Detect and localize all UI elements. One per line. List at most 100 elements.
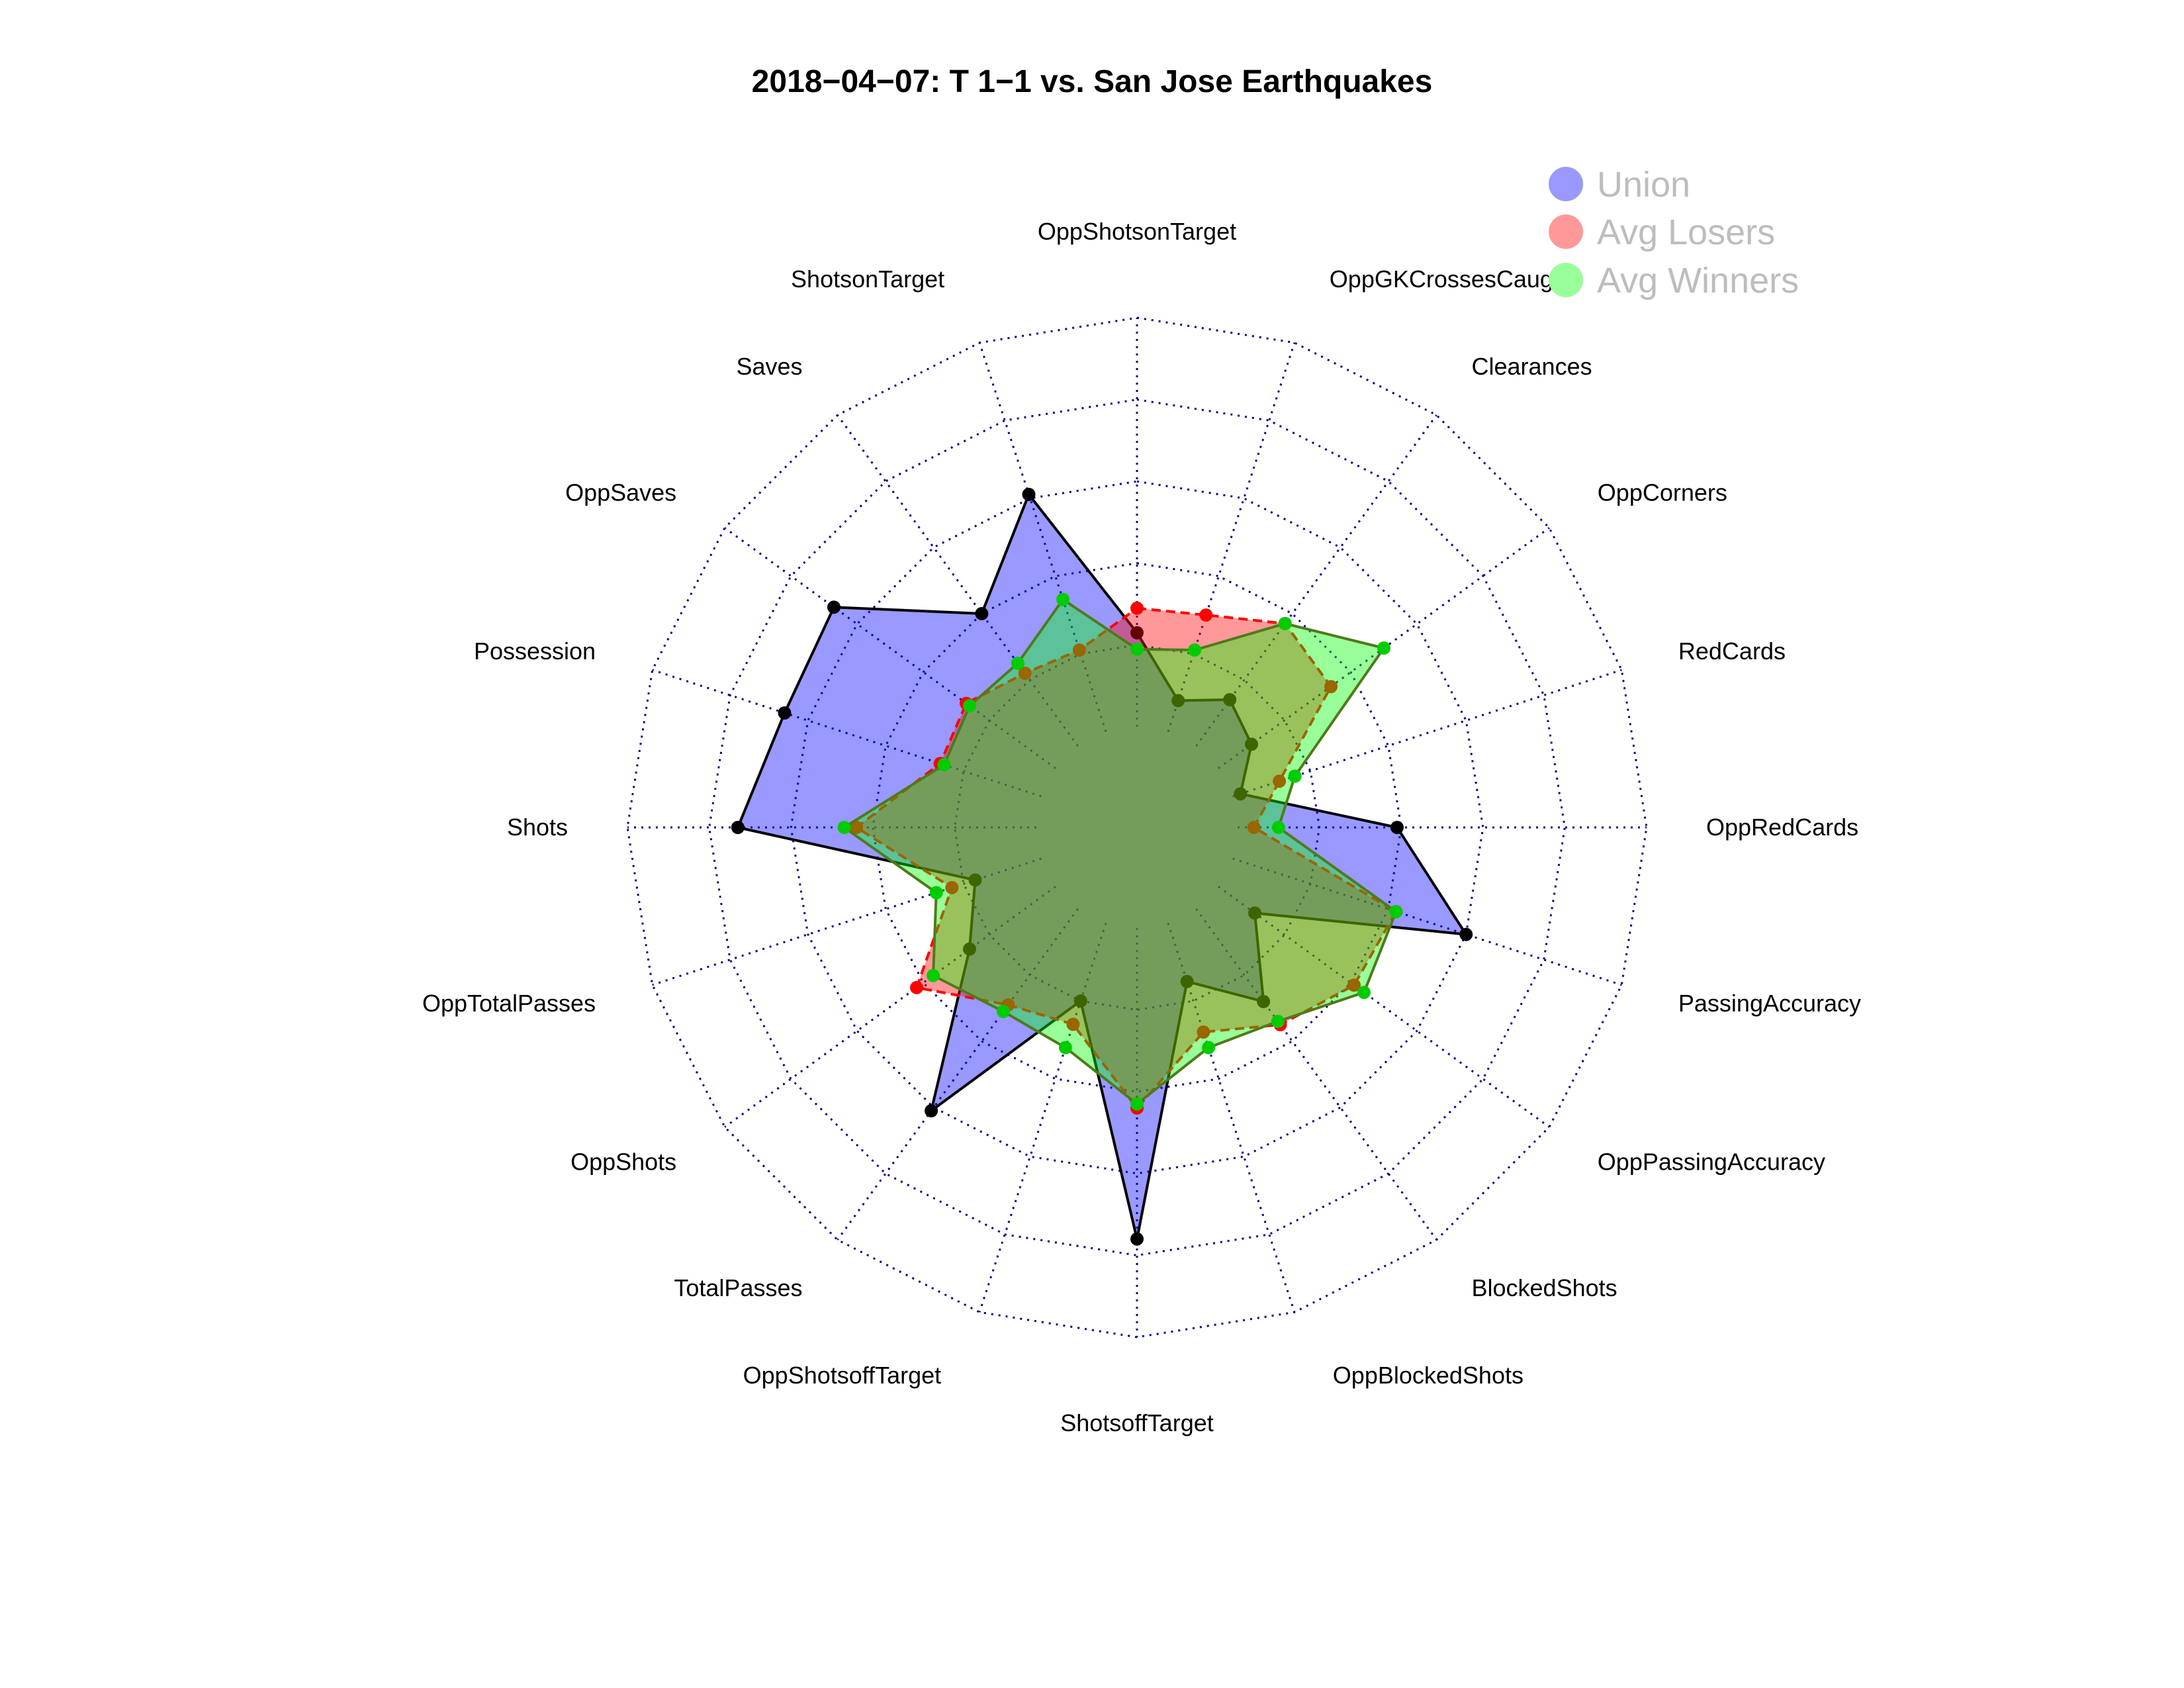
point-union-16 (731, 821, 745, 834)
point-avg-winners-9 (1271, 1015, 1285, 1028)
point-avg-losers-16 (850, 821, 864, 834)
point-union-5 (1234, 787, 1248, 801)
point-avg-winners-18 (963, 699, 976, 713)
point-avg-winners-6 (1271, 821, 1285, 834)
point-avg-losers-15 (945, 880, 959, 894)
point-union-12 (1073, 994, 1087, 1008)
point-union-6 (1390, 821, 1404, 834)
axis-label-totalpasses: TotalPasses (674, 1274, 802, 1301)
point-union-18 (827, 600, 841, 614)
point-union-13 (925, 1104, 938, 1117)
axis-label-opptotalpasses: OppTotalPasses (422, 990, 596, 1017)
axis-label-oppcorners: OppCorners (1598, 479, 1727, 506)
axis-label-passingaccuracy: PassingAccuracy (1678, 990, 1861, 1017)
point-avg-losers-12 (1066, 1017, 1080, 1031)
series-area-avg-losers (855, 606, 1398, 1109)
radar-series (731, 487, 1473, 1246)
point-union-4 (1245, 737, 1258, 751)
axis-label-redcards: RedCards (1678, 637, 1786, 665)
point-avg-winners-14 (927, 968, 940, 982)
legend-label-union: Union (1597, 165, 1690, 205)
point-avg-losers-2 (1199, 608, 1213, 622)
axis-label-shots: Shots (507, 814, 568, 841)
point-avg-winners-12 (1058, 1041, 1072, 1055)
axis-label-oppredcards: OppRedCards (1706, 814, 1858, 841)
grid-spoke-2 (1167, 342, 1296, 732)
point-avg-losers-14 (910, 980, 923, 994)
axis-label-blockedshots: BlockedShots (1472, 1274, 1617, 1301)
point-avg-winners-2 (1188, 643, 1202, 657)
point-avg-losers-1 (1130, 601, 1144, 615)
point-avg-winners-8 (1357, 986, 1371, 1000)
point-avg-winners-17 (937, 758, 951, 772)
point-union-19 (975, 607, 989, 620)
legend: Union Avg Losers Avg Winners (1549, 165, 1799, 301)
legend-swatch-avg-losers (1549, 214, 1583, 249)
grid-spoke-3 (1195, 414, 1437, 747)
point-union-11 (1130, 1232, 1144, 1246)
grid-spoke-13 (837, 908, 1079, 1241)
grid-spoke-7 (1232, 857, 1622, 986)
point-avg-winners-13 (997, 1005, 1010, 1018)
point-union-7 (1459, 927, 1473, 941)
legend-label-avg-winners: Avg Winners (1597, 261, 1799, 301)
axis-label-oppblockedshots: OppBlockedShots (1333, 1362, 1524, 1389)
axis-label-shotsontarget: ShotsonTarget (791, 265, 944, 293)
point-union-14 (963, 942, 976, 956)
grid-spoke-15 (652, 857, 1042, 986)
radar-grid (626, 316, 1648, 1338)
axis-label-clearances: Clearances (1472, 353, 1592, 380)
point-avg-winners-7 (1389, 905, 1403, 919)
point-avg-losers-4 (1324, 680, 1338, 694)
grid-spoke-8 (1218, 886, 1550, 1128)
chart-title: 2018−04−07: T 1−1 vs. San Jose Earthquak… (752, 64, 1433, 99)
point-avg-winners-3 (1278, 617, 1292, 630)
axis-label-opppassingaccuracy: OppPassingAccuracy (1598, 1149, 1825, 1176)
axis-label-possession: Possession (474, 637, 596, 665)
grid-ring-1 (953, 643, 1321, 1011)
point-union-2 (1171, 694, 1185, 708)
point-avg-winners-4 (1377, 641, 1390, 655)
point-avg-losers-8 (1347, 978, 1361, 992)
point-avg-losers-5 (1273, 774, 1287, 788)
point-union-9 (1257, 995, 1271, 1008)
grid-spoke-18 (724, 527, 1056, 769)
point-avg-winners-15 (929, 886, 943, 900)
point-union-20 (1022, 487, 1036, 501)
axis-labels: OppShotsonTarget OppGKCrossesCaught Cleara… (422, 218, 1861, 1436)
legend-label-avg-losers: Avg Losers (1597, 212, 1775, 252)
point-avg-winners-19 (1011, 657, 1024, 670)
point-avg-winners-10 (1202, 1041, 1216, 1055)
grid-spoke-17 (652, 669, 1042, 798)
point-union-17 (778, 706, 792, 720)
grid-spoke-9 (1195, 908, 1437, 1241)
axis-label-oppgkcrossescaught: OppGKCrossesCaught (1330, 265, 1573, 293)
point-union-8 (1248, 906, 1261, 920)
axis-label-oppsaves: OppSaves (565, 479, 676, 506)
point-avg-winners-5 (1288, 769, 1302, 783)
grid-spoke-20 (978, 342, 1107, 732)
point-union-10 (1180, 974, 1194, 988)
axis-label-oppshots: OppShots (570, 1149, 676, 1176)
point-avg-winners-20 (1056, 592, 1070, 606)
axis-label-oppshotsontarget: OppShotsonTarget (1038, 218, 1236, 245)
point-union-15 (968, 873, 982, 887)
point-avg-winners-16 (837, 821, 851, 834)
grid-ring-2 (872, 562, 1402, 1093)
point-avg-winners-1 (1130, 642, 1144, 656)
grid-spoke-10 (1167, 923, 1296, 1313)
point-union-3 (1223, 693, 1237, 706)
point-avg-losers-10 (1197, 1025, 1210, 1039)
point-union-1 (1130, 626, 1144, 639)
grid-spoke-12 (978, 923, 1107, 1313)
grid-spoke-5 (1232, 669, 1622, 798)
point-avg-losers-19 (1018, 667, 1032, 680)
point-avg-losers-20 (1072, 643, 1086, 657)
axis-label-shotsofftarget: ShotsoffTarget (1060, 1409, 1214, 1436)
grid-spoke-14 (724, 886, 1056, 1128)
axis-label-oppshotsofftarget: OppShotsoffTarget (743, 1362, 942, 1389)
axis-label-saves: Saves (736, 353, 802, 380)
point-avg-losers-6 (1247, 821, 1261, 834)
grid-spoke-19 (837, 414, 1079, 747)
